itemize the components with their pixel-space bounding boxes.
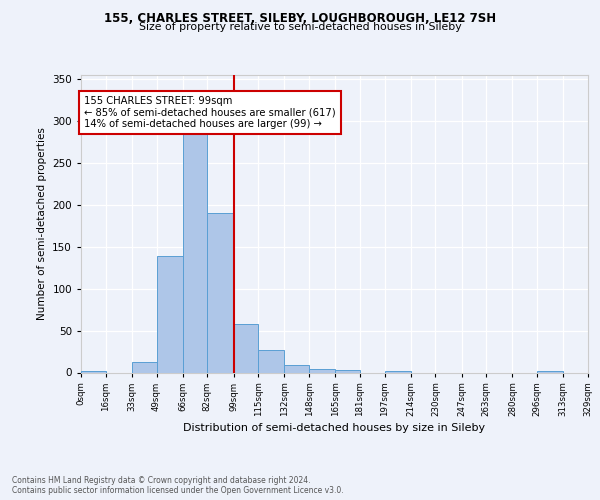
- Text: Contains HM Land Registry data © Crown copyright and database right 2024.
Contai: Contains HM Land Registry data © Crown c…: [12, 476, 344, 495]
- Bar: [208, 214, 233, 372]
- Bar: [132, 362, 157, 372]
- Bar: [81, 371, 106, 372]
- Bar: [309, 369, 335, 372]
- Bar: [335, 370, 360, 372]
- Bar: [258, 350, 284, 372]
- X-axis label: Distribution of semi-detached houses by size in Sileby: Distribution of semi-detached houses by …: [184, 424, 485, 434]
- Y-axis label: Number of semi-detached properties: Number of semi-detached properties: [37, 128, 47, 320]
- Bar: [157, 256, 183, 372]
- Bar: [537, 371, 563, 372]
- Text: 155 CHARLES STREET: 99sqm
← 85% of semi-detached houses are smaller (617)
14% of: 155 CHARLES STREET: 99sqm ← 85% of semi-…: [84, 96, 336, 129]
- Bar: [284, 365, 309, 372]
- Text: Size of property relative to semi-detached houses in Sileby: Size of property relative to semi-detach…: [139, 22, 461, 32]
- Bar: [233, 324, 258, 372]
- Bar: [385, 371, 411, 372]
- Text: 155, CHARLES STREET, SILEBY, LOUGHBOROUGH, LE12 7SH: 155, CHARLES STREET, SILEBY, LOUGHBOROUG…: [104, 12, 496, 26]
- Bar: [183, 132, 208, 372]
